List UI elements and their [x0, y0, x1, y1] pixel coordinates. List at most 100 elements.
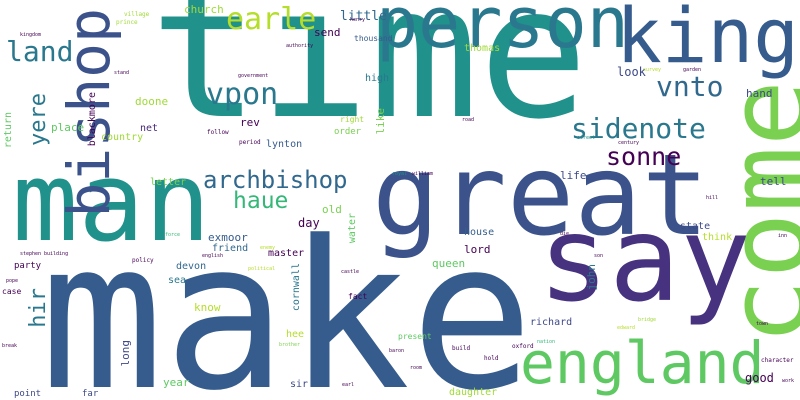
cloud-word: think: [702, 233, 732, 243]
cloud-word: brother: [279, 343, 300, 348]
cloud-word: bridge: [638, 318, 656, 323]
cloud-word: person: [376, 0, 629, 58]
cloud-word: stephen: [20, 252, 41, 257]
cloud-word: country: [101, 133, 143, 143]
cloud-word: know: [194, 302, 221, 313]
cloud-word: enemy: [260, 246, 275, 251]
cloud-word: vnto: [656, 73, 723, 101]
cloud-word: road: [462, 118, 474, 123]
cloud-word: castle: [341, 270, 359, 275]
cloud-word: rev: [240, 117, 260, 128]
cloud-word: inn: [778, 234, 787, 239]
cloud-word: lynton: [266, 140, 302, 150]
cloud-word: old: [322, 204, 342, 215]
cloud-word: nation: [537, 340, 555, 345]
cloud-word: king: [616, 0, 799, 74]
cloud-word: life: [560, 170, 587, 181]
cloud-word: build: [452, 346, 470, 352]
cloud-word: sir: [290, 380, 308, 390]
cloud-word: yere: [28, 93, 50, 146]
cloud-word: right: [340, 116, 364, 124]
cloud-word: land: [6, 38, 73, 66]
cloud-word: good: [745, 372, 774, 384]
cloud-word: room: [410, 366, 422, 371]
cloud-word: order: [334, 128, 361, 137]
cloud-word: sea: [168, 276, 186, 286]
cloud-word: royal: [392, 172, 407, 177]
cloud-word: follow: [207, 130, 229, 136]
cloud-word: hee: [286, 330, 304, 340]
cloud-word: hill: [706, 196, 718, 201]
cloud-word: daughter: [449, 388, 497, 398]
cloud-word: send: [314, 27, 341, 38]
cloud-word: long: [120, 340, 131, 367]
cloud-word: water: [348, 213, 358, 243]
cloud-word: earl: [342, 383, 354, 388]
cloud-word: english: [202, 254, 223, 259]
cloud-word: look: [617, 66, 646, 78]
cloud-word: tell: [760, 176, 787, 187]
cloud-word: far: [82, 390, 98, 399]
cloud-word: lord: [464, 244, 491, 255]
cloud-word: authority: [286, 44, 313, 49]
cloud-word: survey: [643, 68, 661, 73]
cloud-word: exmoor: [208, 232, 248, 243]
cloud-word: oxford: [512, 344, 534, 350]
cloud-word: century: [618, 141, 639, 146]
cloud-word: place: [51, 122, 84, 133]
cloud-word: come: [713, 80, 800, 345]
cloud-word: fact: [348, 293, 367, 301]
cloud-word: queen: [432, 258, 465, 269]
cloud-word: work: [782, 379, 794, 384]
cloud-word: like: [375, 108, 386, 135]
cloud-word: day: [298, 217, 320, 229]
cloud-word: prince: [116, 20, 138, 26]
cloud-word: hir: [28, 288, 50, 328]
cloud-word: pope: [6, 279, 18, 284]
cloud-word: son: [594, 254, 603, 259]
cloud-word: john: [586, 264, 597, 291]
cloud-word: kingdom: [20, 33, 41, 38]
cloud-word: party: [14, 262, 41, 271]
cloud-word: die: [560, 232, 569, 237]
cloud-word: policy: [132, 258, 154, 264]
cloud-word: earle: [226, 5, 316, 35]
cloud-word: stand: [114, 71, 129, 76]
cloud-word: william: [412, 172, 433, 177]
cloud-word: building: [44, 252, 68, 257]
cloud-word: letter: [150, 178, 186, 188]
cloud-word: thomas: [464, 44, 500, 54]
cloud-word: year: [163, 377, 190, 388]
cloud-word: edward: [617, 326, 635, 331]
cloud-word: case: [2, 288, 21, 296]
cloud-word: garden: [683, 68, 701, 73]
cloud-word: doone: [135, 96, 168, 107]
cloud-word: hold: [484, 356, 498, 362]
cloud-word: sonne: [606, 144, 681, 169]
cloud-word: house: [464, 228, 494, 238]
cloud-word: break: [2, 344, 17, 349]
cloud-word: village: [124, 12, 149, 18]
cloud-word: street: [577, 136, 595, 141]
cloud-word: cornwall: [292, 263, 302, 311]
cloud-word: richard: [530, 318, 572, 328]
cloud-word: vpon: [206, 80, 278, 110]
cloud-word: devon: [176, 262, 206, 272]
cloud-word: force: [165, 233, 180, 238]
cloud-word: haue: [233, 190, 288, 213]
cloud-word: present: [398, 333, 432, 341]
cloud-word: state: [680, 222, 710, 232]
cloud-word: church: [184, 4, 224, 15]
cloud-word: point: [14, 390, 41, 399]
cloud-word: henry: [350, 18, 365, 23]
cloud-word: period: [239, 140, 261, 146]
cloud-word: baron: [389, 349, 404, 354]
cloud-word: thousand: [354, 35, 393, 43]
cloud-word: hand: [746, 88, 773, 99]
cloud-word: political: [248, 267, 275, 272]
cloud-word: return: [4, 112, 14, 148]
cloud-word: character: [761, 358, 794, 364]
cloud-word: england: [520, 334, 764, 392]
cloud-word: town: [756, 322, 768, 327]
